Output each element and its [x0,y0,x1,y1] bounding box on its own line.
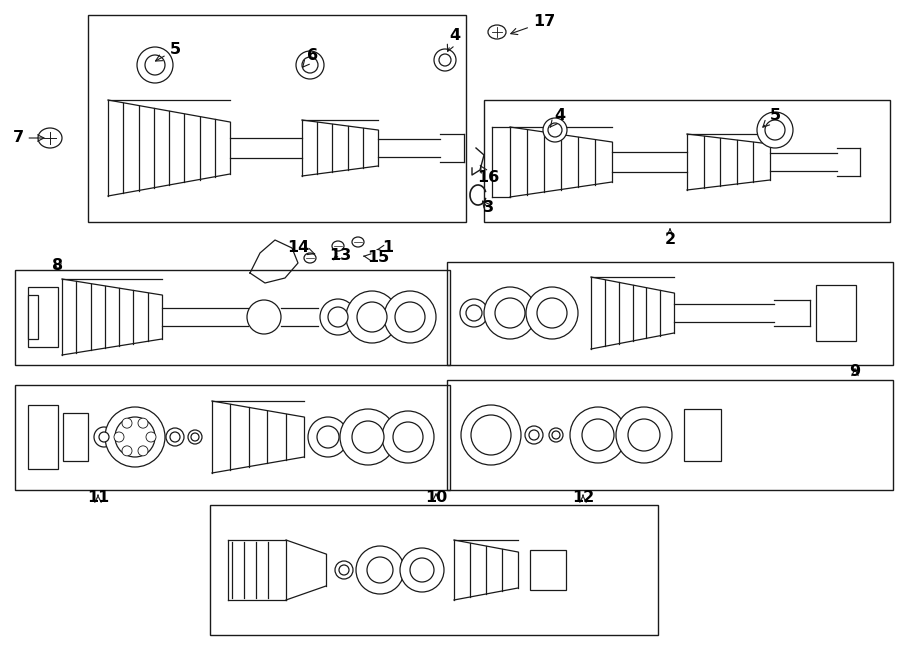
Ellipse shape [105,407,165,467]
Circle shape [495,298,525,328]
Text: 17: 17 [511,15,555,34]
Ellipse shape [247,300,281,334]
Text: 4: 4 [550,108,565,128]
Circle shape [166,428,184,446]
Ellipse shape [332,241,344,251]
Bar [530,550,566,590]
Circle shape [439,54,451,66]
Bar [484,100,890,222]
Ellipse shape [488,25,506,39]
Circle shape [526,287,578,339]
Circle shape [757,112,793,148]
Circle shape [395,302,425,332]
Circle shape [114,432,124,442]
Circle shape [138,446,148,456]
Text: 10: 10 [425,490,447,506]
Circle shape [460,299,488,327]
Ellipse shape [461,405,521,465]
Text: 8: 8 [52,258,64,272]
Circle shape [296,51,324,79]
Text: 6: 6 [302,48,319,67]
Circle shape [302,57,318,73]
Bar [447,262,893,365]
Text: 1: 1 [377,241,393,256]
Circle shape [570,407,626,463]
Circle shape [384,291,436,343]
Circle shape [410,558,434,582]
Text: 11: 11 [87,490,109,506]
Circle shape [346,291,398,343]
Ellipse shape [304,253,316,263]
Circle shape [525,426,543,444]
Circle shape [543,118,567,142]
Bar [15,385,450,490]
Circle shape [137,47,173,83]
Circle shape [537,298,567,328]
Bar [63,413,88,461]
Circle shape [99,432,109,442]
Text: 14: 14 [287,241,315,256]
Circle shape [170,432,180,442]
Circle shape [400,548,444,592]
Text: 3: 3 [482,200,493,215]
Text: 2: 2 [664,229,676,247]
Text: 9: 9 [850,364,860,379]
Circle shape [339,565,349,575]
Circle shape [484,287,536,339]
Bar [15,270,450,365]
Circle shape [582,419,614,451]
Text: 5: 5 [156,42,181,61]
Text: 13: 13 [328,247,351,262]
Bar [210,505,658,635]
Circle shape [328,307,348,327]
Circle shape [94,427,114,447]
Bar [684,409,721,461]
Circle shape [352,421,384,453]
Text: 16: 16 [477,165,500,186]
Text: 4: 4 [447,28,461,52]
Text: 12: 12 [572,490,594,506]
Bar [447,380,893,490]
Circle shape [382,411,434,463]
Circle shape [308,417,348,457]
Circle shape [466,305,482,321]
Text: 7: 7 [13,130,44,145]
Circle shape [434,49,456,71]
Circle shape [122,418,132,428]
Circle shape [549,428,563,442]
Circle shape [357,302,387,332]
Bar [28,295,38,339]
Bar [28,287,58,347]
Ellipse shape [115,417,155,457]
Circle shape [552,431,560,439]
Circle shape [356,546,404,594]
Circle shape [529,430,539,440]
Text: 15: 15 [364,251,389,266]
Ellipse shape [38,128,62,148]
Circle shape [191,433,199,441]
Circle shape [367,557,393,583]
Circle shape [146,432,156,442]
Circle shape [122,446,132,456]
Bar [88,15,466,222]
Circle shape [138,418,148,428]
Ellipse shape [352,237,364,247]
Circle shape [548,123,562,137]
Text: 5: 5 [763,108,780,127]
Bar [28,405,58,469]
Ellipse shape [471,415,511,455]
Circle shape [317,426,339,448]
Circle shape [393,422,423,452]
Circle shape [320,299,356,335]
Circle shape [188,430,202,444]
Circle shape [628,419,660,451]
Circle shape [335,561,353,579]
Circle shape [340,409,396,465]
Circle shape [616,407,672,463]
Circle shape [765,120,785,140]
Circle shape [145,55,165,75]
Bar [816,285,856,341]
